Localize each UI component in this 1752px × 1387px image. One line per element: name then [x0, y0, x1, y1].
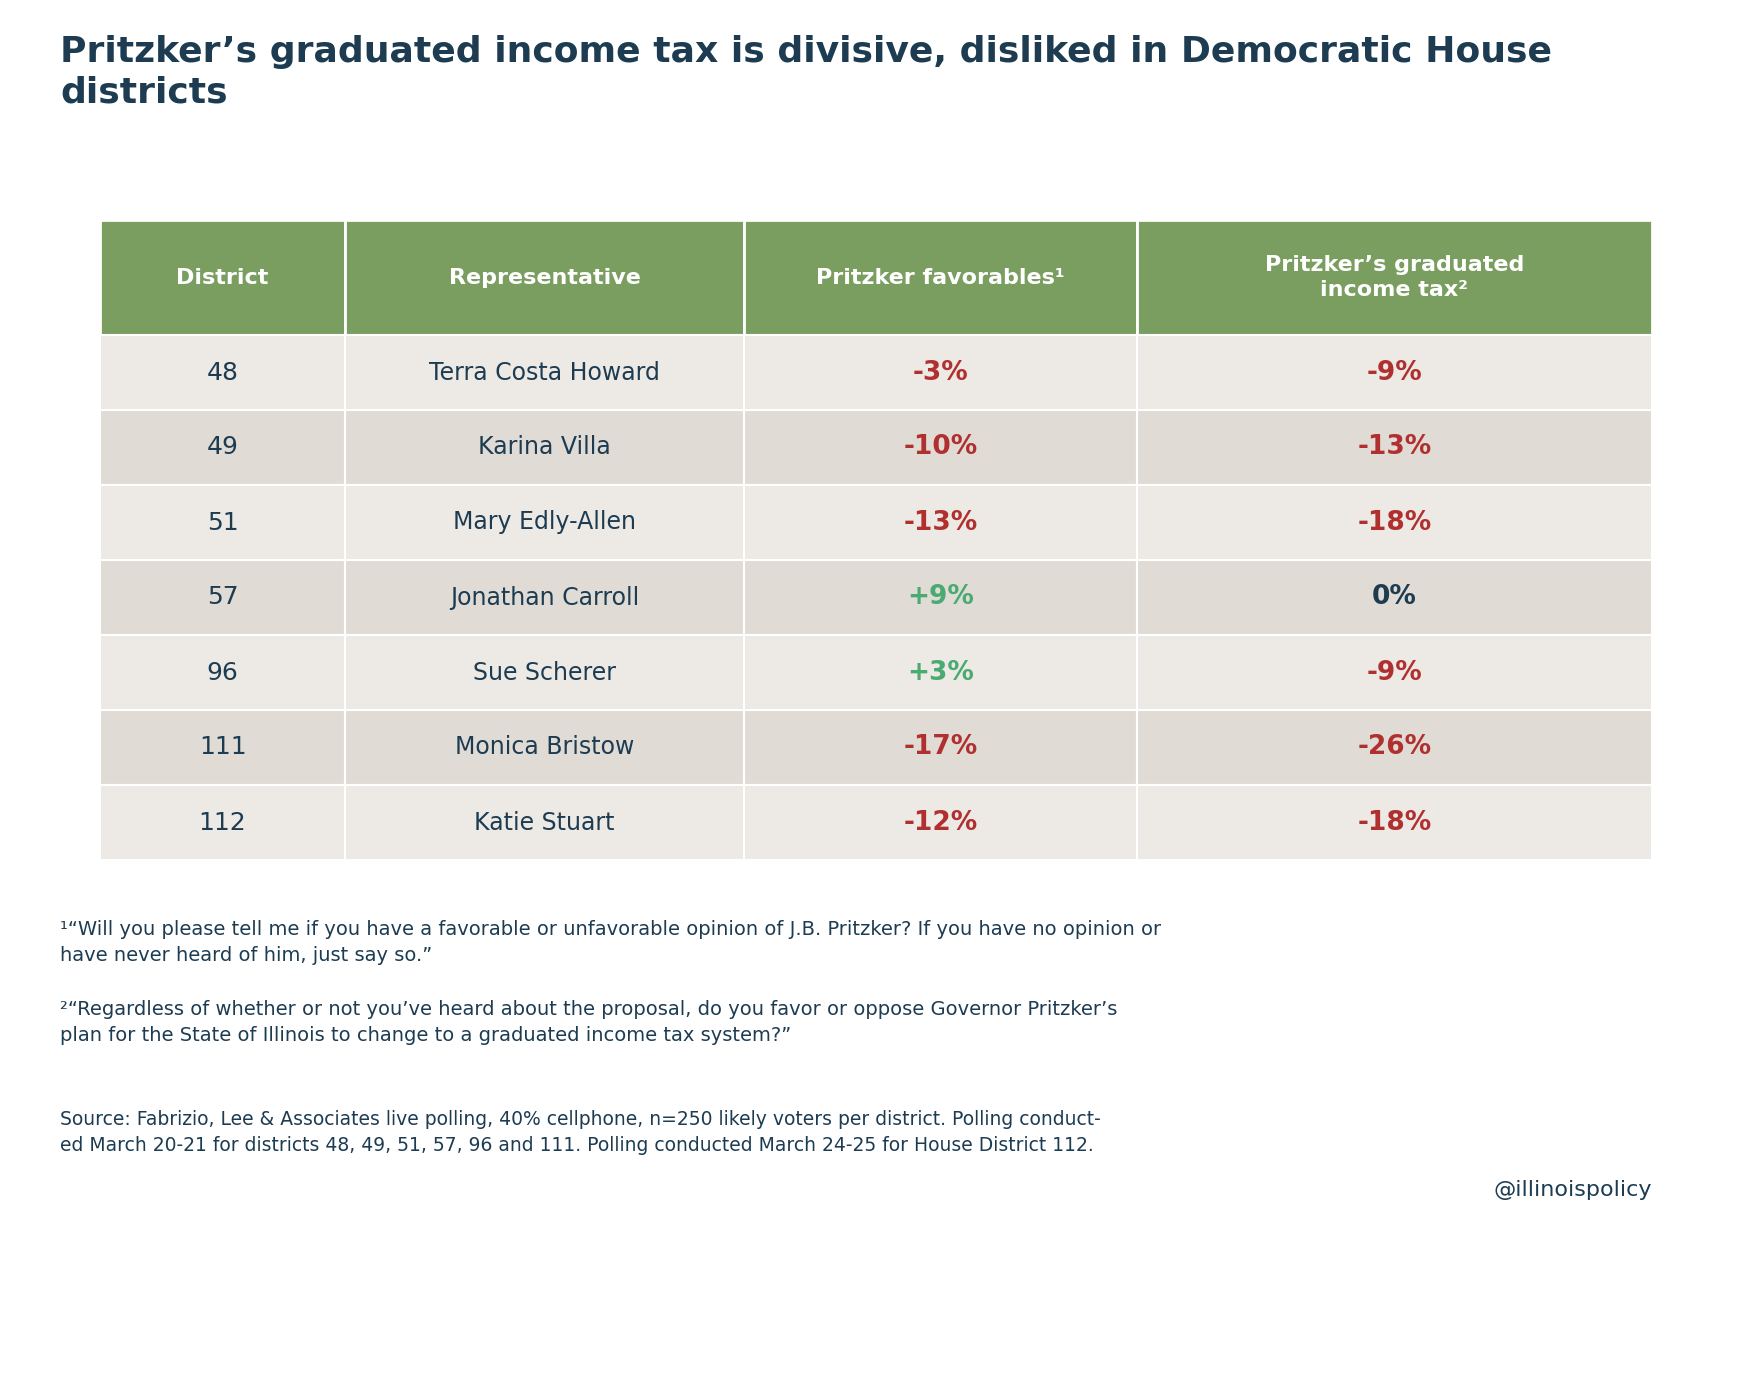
Text: -9%: -9%: [1367, 659, 1423, 685]
Bar: [1137, 411, 1652, 485]
Text: ¹“Will you please tell me if you have a favorable or unfavorable opinion of J.B.: ¹“Will you please tell me if you have a …: [60, 920, 1162, 965]
Text: 49: 49: [207, 436, 238, 459]
Text: 48: 48: [207, 361, 238, 384]
Text: -13%: -13%: [1358, 434, 1431, 460]
Bar: [100, 560, 345, 635]
Text: Pritzker’s graduated income tax is divisive, disliked in Democratic House
distri: Pritzker’s graduated income tax is divis…: [60, 35, 1552, 110]
Text: Katie Stuart: Katie Stuart: [475, 810, 615, 835]
Bar: [745, 411, 1137, 485]
Text: Monica Bristow: Monica Bristow: [456, 735, 634, 760]
Bar: [345, 710, 745, 785]
Bar: [1137, 710, 1652, 785]
Text: -18%: -18%: [1358, 509, 1431, 535]
Bar: [100, 411, 345, 485]
Text: +3%: +3%: [908, 659, 974, 685]
Bar: [345, 221, 745, 336]
Bar: [345, 485, 745, 560]
Bar: [345, 560, 745, 635]
Text: @illinoispolicy: @illinoispolicy: [1493, 1180, 1652, 1200]
Bar: [745, 710, 1137, 785]
Text: 112: 112: [198, 810, 247, 835]
Text: 57: 57: [207, 585, 238, 609]
Bar: [100, 221, 345, 336]
Bar: [745, 785, 1137, 860]
Text: Pritzker favorables¹: Pritzker favorables¹: [816, 268, 1065, 287]
Bar: [1137, 221, 1652, 336]
Text: Representative: Representative: [449, 268, 641, 287]
Bar: [100, 485, 345, 560]
Text: Mary Edly-Allen: Mary Edly-Allen: [454, 510, 636, 534]
Bar: [345, 411, 745, 485]
Text: 0%: 0%: [1372, 584, 1417, 610]
Text: Source: Fabrizio, Lee & Associates live polling, 40% cellphone, n=250 likely vot: Source: Fabrizio, Lee & Associates live …: [60, 1110, 1100, 1155]
Text: -10%: -10%: [904, 434, 978, 460]
Text: District: District: [177, 268, 268, 287]
Text: Jonathan Carroll: Jonathan Carroll: [450, 585, 639, 609]
Text: -13%: -13%: [904, 509, 978, 535]
Bar: [345, 336, 745, 411]
Text: -12%: -12%: [904, 810, 978, 835]
Bar: [745, 336, 1137, 411]
Text: -17%: -17%: [904, 735, 978, 760]
Bar: [1137, 560, 1652, 635]
Bar: [100, 336, 345, 411]
Bar: [745, 635, 1137, 710]
Bar: [345, 635, 745, 710]
Bar: [100, 635, 345, 710]
Text: Terra Costa Howard: Terra Costa Howard: [429, 361, 661, 384]
Bar: [745, 221, 1137, 336]
Bar: [1137, 785, 1652, 860]
Text: 111: 111: [198, 735, 247, 760]
Bar: [100, 710, 345, 785]
Text: 51: 51: [207, 510, 238, 534]
Text: 96: 96: [207, 660, 238, 685]
Text: +9%: +9%: [908, 584, 974, 610]
Text: -18%: -18%: [1358, 810, 1431, 835]
Bar: [1137, 485, 1652, 560]
Bar: [745, 560, 1137, 635]
Bar: [745, 485, 1137, 560]
Text: -9%: -9%: [1367, 359, 1423, 386]
Text: Pritzker’s graduated
income tax²: Pritzker’s graduated income tax²: [1265, 255, 1524, 300]
Bar: [100, 785, 345, 860]
Bar: [1137, 635, 1652, 710]
Text: ²“Regardless of whether or not you’ve heard about the proposal, do you favor or : ²“Regardless of whether or not you’ve he…: [60, 1000, 1118, 1044]
Bar: [1137, 336, 1652, 411]
Text: -3%: -3%: [913, 359, 969, 386]
Text: Karina Villa: Karina Villa: [478, 436, 611, 459]
Bar: [345, 785, 745, 860]
Text: -26%: -26%: [1358, 735, 1431, 760]
Text: Sue Scherer: Sue Scherer: [473, 660, 617, 685]
